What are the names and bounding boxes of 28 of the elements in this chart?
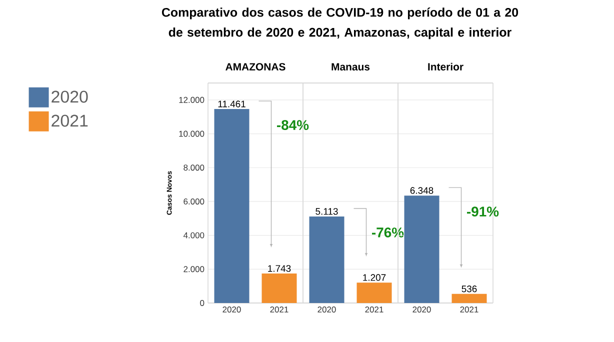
data-label: 1.743: [268, 265, 291, 272]
x-tick-label: 2020: [412, 306, 431, 313]
y-tick-label: 8.000: [184, 164, 204, 171]
y-tick-label: 10.000: [179, 130, 204, 137]
data-label: 6.348: [410, 187, 434, 194]
x-tick-label: 2021: [460, 306, 478, 313]
x-tick-label: 2020: [318, 306, 336, 313]
legend-label: 2021: [52, 114, 88, 127]
data-label: 536: [462, 286, 477, 292]
annotation: -76%: [372, 228, 404, 238]
chart-subtitle: Interior: [428, 62, 464, 71]
y-tick-label: 4.000: [183, 232, 204, 238]
legend-label: 2020: [52, 90, 88, 103]
data-label: 1.207: [363, 274, 386, 281]
annotation: -84%: [276, 120, 309, 130]
x-tick-label: 2021: [365, 306, 384, 313]
y-tick-label: 12.000: [179, 96, 204, 103]
y-tick-label: 2.000: [184, 266, 204, 272]
y-tick-label: 6.000: [184, 198, 204, 204]
chart-subtitle: AMAZONAS: [226, 63, 286, 71]
y-tick-label: 0: [200, 300, 204, 306]
data-label: 11.461: [218, 100, 246, 108]
data-label: 5.113: [316, 208, 338, 215]
text: Comparativo dos casos de COVID-19 no período de 01 a 20 de setembro de 2020 e 2021, Amazonas, capital e interior: [162, 8, 518, 40]
x-tick-label: 2021: [270, 306, 288, 313]
x-tick-label: 2020: [222, 306, 241, 313]
chart-subtitle: Manaus: [332, 63, 370, 71]
annotation: -91%: [467, 206, 499, 217]
